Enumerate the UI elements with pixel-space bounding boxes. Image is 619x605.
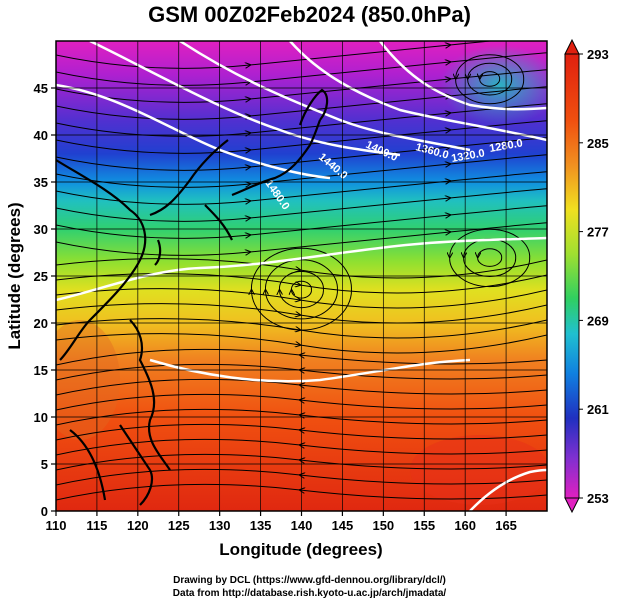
streamline (56, 393, 547, 411)
colorbar-top-arrow (564, 38, 580, 55)
streamline (56, 258, 547, 279)
credit-data-source: Data from http://database.rish.kyoto-u.a… (172, 588, 447, 599)
x-tick-label: 145 (332, 518, 354, 533)
streamline (291, 280, 312, 299)
coastlines (56, 88, 329, 506)
colorbar-tick-label: 293 (587, 47, 609, 62)
streamline (56, 468, 547, 486)
y-tick-label: 35 (34, 175, 48, 190)
y-tick-label: 0 (41, 504, 48, 519)
streamline (56, 333, 547, 354)
colorbar-tick-label: 277 (587, 225, 609, 240)
streamline (56, 205, 547, 239)
colorbar-tick-label: 261 (587, 402, 609, 417)
streamline (56, 273, 547, 294)
x-tick-label: 155 (413, 518, 435, 533)
y-tick-label: 30 (34, 222, 48, 237)
streamline (56, 137, 547, 171)
streamline (468, 62, 513, 96)
contour-label-1320: 1320.0 (450, 147, 485, 165)
y-tick-label: 25 (34, 269, 48, 284)
x-tick-label: 140 (291, 518, 313, 533)
streamline (56, 222, 547, 256)
credit-drawing: Drawing by DCL (https://www.gfd-dennou.o… (173, 575, 446, 586)
streamline (480, 71, 501, 87)
wind-streamlines (56, 41, 547, 501)
streamline (478, 248, 503, 267)
streamline (56, 69, 547, 103)
streamline (56, 453, 547, 471)
y-axis-ticks: 0 5 10 15 20 25 30 35 40 45 (34, 81, 56, 519)
y-tick-label: 5 (41, 457, 48, 472)
x-axis-label: Longitude (degrees) (219, 540, 382, 559)
streamline (265, 259, 338, 320)
x-tick-label: 135 (250, 518, 272, 533)
colorbar-ticks: 253 261 269 277 285 293 (579, 47, 609, 506)
colorbar-bottom-arrow (564, 497, 580, 514)
x-tick-label: 115 (86, 518, 107, 533)
x-tick-label: 110 (46, 518, 67, 533)
y-axis-label: Latitude (degrees) (5, 202, 24, 349)
streamline (56, 188, 547, 222)
streamline (456, 54, 525, 105)
streamline (56, 303, 547, 324)
y-tick-label: 15 (34, 363, 48, 378)
streamline (56, 288, 547, 309)
colorbar-gradient (564, 53, 580, 499)
y-tick-label: 10 (34, 410, 48, 425)
streamline (450, 228, 531, 288)
streamline (56, 171, 547, 205)
y-tick-label: 45 (34, 81, 48, 96)
streamline (56, 378, 547, 396)
streamline (56, 52, 547, 86)
x-tick-label: 130 (209, 518, 231, 533)
streamline (56, 348, 547, 366)
colorbar-tick-label: 253 (587, 491, 609, 506)
streamline (56, 86, 547, 120)
colorbar: 253 261 269 277 285 293 (564, 38, 609, 514)
streamline (56, 438, 547, 456)
streamline (56, 408, 547, 426)
x-tick-label: 160 (454, 518, 476, 533)
x-axis-ticks: 110 115 120 125 130 135 140 145 150 155 160 165 (46, 511, 517, 533)
streamline (279, 270, 324, 309)
streamline (56, 483, 547, 501)
streamline (464, 238, 517, 278)
y-tick-label: 20 (34, 316, 48, 331)
streamline (56, 154, 547, 188)
map-title: GSM 00Z02Feb2024 (850.0hPa) (148, 2, 471, 27)
streamline (56, 41, 496, 69)
x-tick-label: 150 (372, 518, 394, 533)
x-tick-label: 120 (127, 518, 149, 533)
y-tick-label: 40 (34, 128, 48, 143)
x-tick-label: 165 (495, 518, 517, 533)
x-tick-label: 125 (168, 518, 190, 533)
streamline (56, 120, 547, 154)
colorbar-tick-label: 269 (587, 313, 609, 328)
streamline (56, 423, 547, 441)
colorbar-tick-label: 285 (587, 136, 609, 151)
